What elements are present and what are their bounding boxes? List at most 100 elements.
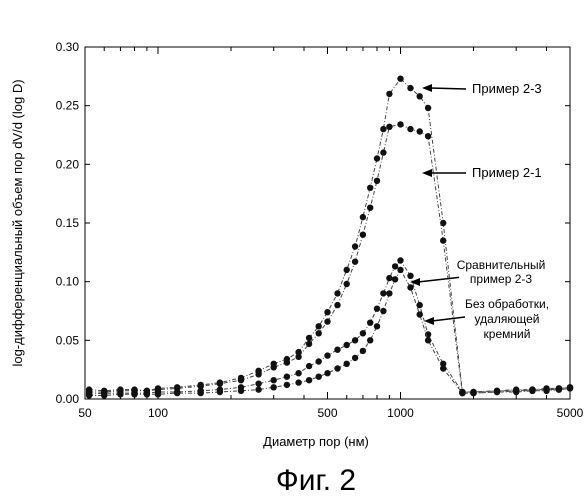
data-point	[316, 358, 322, 364]
figure-caption: Фиг. 2	[276, 464, 356, 497]
data-point	[324, 309, 330, 315]
data-point	[392, 263, 398, 269]
annotation-arrowhead	[422, 84, 432, 92]
data-point	[367, 205, 373, 211]
data-point	[271, 364, 277, 370]
annotation-text: Пример 2-1	[472, 165, 542, 180]
data-point	[567, 385, 573, 391]
data-point	[217, 389, 223, 395]
data-point	[316, 330, 322, 336]
annotation-3: Сравнительныйпример 2-3	[410, 258, 545, 286]
data-point	[238, 388, 244, 394]
annotation-text: Пример 2-3	[472, 81, 542, 96]
data-point	[144, 391, 150, 397]
data-point	[306, 341, 312, 347]
data-point	[360, 348, 366, 354]
data-point	[459, 390, 465, 396]
data-point	[367, 337, 373, 343]
data-point	[306, 377, 312, 383]
annotation-1: Пример 2-3	[422, 81, 542, 96]
data-point	[367, 185, 373, 191]
y-tick-label: 0.05	[56, 333, 80, 347]
plot-frame	[85, 47, 570, 399]
data-point	[86, 392, 92, 398]
data-point	[306, 363, 312, 369]
annotation-arrow-line	[430, 88, 466, 89]
data-point	[344, 267, 350, 273]
data-point	[324, 370, 330, 376]
data-point	[344, 281, 350, 287]
data-point	[425, 133, 431, 139]
y-axis-label: log-дифференциальный объем пор dV/d (log…	[10, 79, 25, 366]
annotation-arrowhead	[422, 169, 432, 177]
data-point	[392, 276, 398, 282]
series-layer	[86, 76, 573, 399]
data-point	[386, 275, 392, 281]
data-point	[374, 306, 380, 312]
data-point	[360, 232, 366, 238]
data-point	[284, 359, 290, 365]
data-point	[295, 354, 301, 360]
data-point	[374, 323, 380, 329]
data-point	[417, 311, 423, 317]
annotation-arrow-line	[418, 277, 459, 282]
data-point	[155, 391, 161, 397]
data-point	[367, 320, 373, 326]
annotation-text: кремний	[484, 327, 531, 341]
data-point	[316, 323, 322, 329]
data-point	[407, 273, 413, 279]
x-tick-label: 100	[148, 406, 168, 420]
data-point	[407, 85, 413, 91]
annotation-2: Пример 2-1	[422, 165, 542, 180]
y-tick-label: 0.30	[56, 40, 80, 54]
data-point	[556, 386, 562, 392]
y-tick-label: 0.20	[56, 157, 80, 171]
data-point	[440, 237, 446, 243]
data-point	[360, 214, 366, 220]
data-point	[380, 308, 386, 314]
data-point	[440, 365, 446, 371]
annotation-4: Без обработки,удаляющейкремний	[424, 297, 549, 341]
data-point	[198, 390, 204, 396]
data-point	[174, 390, 180, 396]
data-point	[284, 382, 290, 388]
data-point	[386, 290, 392, 296]
data-point	[324, 318, 330, 324]
data-point	[334, 365, 340, 371]
data-point	[295, 379, 301, 385]
data-point	[417, 128, 423, 134]
data-point	[306, 335, 312, 341]
data-point	[352, 355, 358, 361]
data-point	[117, 391, 123, 397]
y-tick-label: 0.15	[56, 216, 80, 230]
data-point	[344, 342, 350, 348]
data-point	[217, 381, 223, 387]
x-tick-label: 500	[317, 406, 337, 420]
data-point	[425, 105, 431, 111]
x-tick-label: 1000	[387, 406, 414, 420]
data-point	[529, 388, 535, 394]
data-point	[397, 257, 403, 263]
data-point	[295, 370, 301, 376]
data-point	[374, 178, 380, 184]
data-point	[238, 377, 244, 383]
annotation-arrow-line	[432, 317, 465, 321]
data-point	[494, 389, 500, 395]
data-point	[344, 361, 350, 367]
data-point	[407, 284, 413, 290]
data-point	[334, 302, 340, 308]
data-point	[131, 391, 137, 397]
data-point	[255, 371, 261, 377]
data-point	[407, 126, 413, 132]
data-point	[316, 374, 322, 380]
data-point	[101, 392, 107, 398]
data-point	[380, 290, 386, 296]
data-point	[352, 259, 358, 265]
data-point	[386, 124, 392, 130]
data-point	[255, 386, 261, 392]
data-point	[425, 337, 431, 343]
data-point	[397, 76, 403, 82]
data-point	[397, 121, 403, 127]
y-tick-label: 0.10	[56, 275, 80, 289]
data-point	[374, 155, 380, 161]
